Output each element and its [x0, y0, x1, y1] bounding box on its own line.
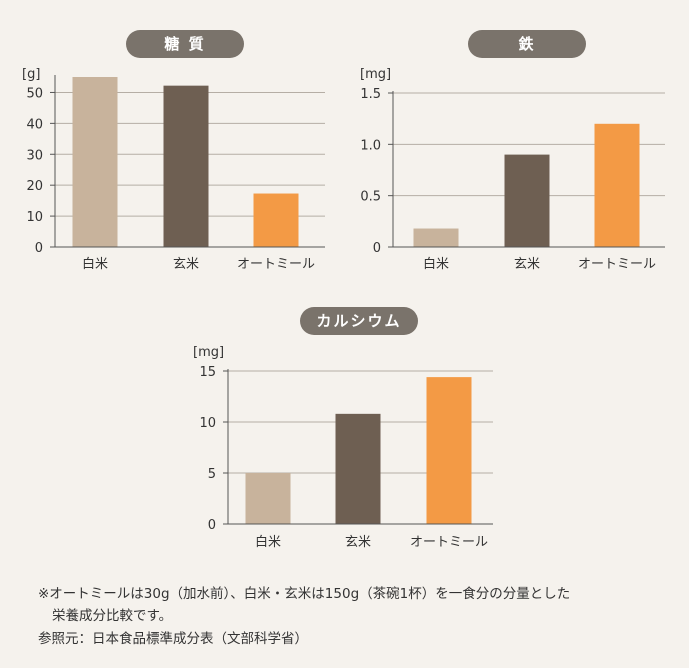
bar-0	[413, 228, 459, 247]
y-tick-label: 40	[26, 117, 43, 132]
bar-1	[504, 154, 550, 247]
y-tick-label: 20	[26, 179, 43, 194]
y-axis-unit: [mg]	[193, 345, 224, 360]
y-tick-label: 10	[199, 416, 216, 431]
y-axis-unit: [mg]	[360, 67, 391, 82]
y-tick-label: 15	[199, 365, 216, 380]
bar-2	[426, 377, 472, 524]
chart-iron-svg: [mg] 0 0.5 1.0 1.5 白米 玄米 オートミール	[360, 67, 665, 272]
chart-title-pill: 糖 質	[126, 30, 244, 58]
x-category-label: 白米	[423, 256, 449, 272]
bar-1	[163, 85, 209, 248]
bar-0	[72, 77, 118, 247]
y-tick-label: 1.0	[360, 138, 381, 153]
chart-title-pill: 鉄	[468, 30, 586, 58]
x-category-label: オートミール	[237, 257, 315, 272]
chart-calcium-svg: [mg] 0 5 10 15 白米 玄米 オートミール	[193, 345, 493, 550]
x-category-label: オートミール	[578, 257, 656, 272]
y-tick-label: 0	[35, 241, 43, 256]
chart-calcium: カルシウム [mg] 0 5 10 15 白米 玄米 オートミール	[160, 300, 520, 560]
y-tick-label: 0	[208, 518, 216, 533]
chart-carbohydrate-svg: [g] 0 10 20 30 40 50 白米 玄米 オートミール	[22, 67, 325, 272]
x-category-label: 玄米	[514, 257, 540, 272]
bar-2	[594, 123, 640, 247]
bar-0	[245, 473, 291, 524]
y-tick-label: 0	[373, 241, 381, 256]
chart-iron: 鉄 [mg] 0 0.5 1.0 1.5 白米 玄米 オートミール	[340, 0, 689, 290]
y-tick-label: 30	[26, 148, 43, 163]
x-category-label: 玄米	[173, 257, 199, 272]
y-tick-label: 1.5	[360, 87, 381, 102]
chart-title-pill: カルシウム	[300, 307, 418, 335]
bar-2	[253, 193, 299, 247]
y-tick-label: 0.5	[360, 190, 381, 205]
x-category-label: 白米	[255, 534, 281, 550]
y-tick-label: 5	[208, 467, 216, 482]
bar-1	[335, 413, 381, 524]
x-category-label: 白米	[82, 256, 108, 272]
footnote-line-1: ※オートミールは30g（加水前）、白米・玄米は150g（茶碗1杯）を一食分の分量…	[38, 586, 571, 602]
y-axis-unit: [g]	[22, 67, 40, 82]
y-tick-label: 50	[26, 86, 43, 101]
x-category-label: オートミール	[410, 535, 488, 550]
footnote-source: 参照元：日本食品標準成分表（文部科学省）	[38, 631, 308, 647]
x-category-label: 玄米	[345, 535, 371, 550]
y-tick-label: 10	[26, 210, 43, 225]
footnote-line-2: 栄養成分比較です。	[52, 608, 173, 624]
chart-carbohydrate: 糖 質 [g] 0 10 20 30 40 50 白米 玄米 オートミール	[0, 0, 345, 290]
